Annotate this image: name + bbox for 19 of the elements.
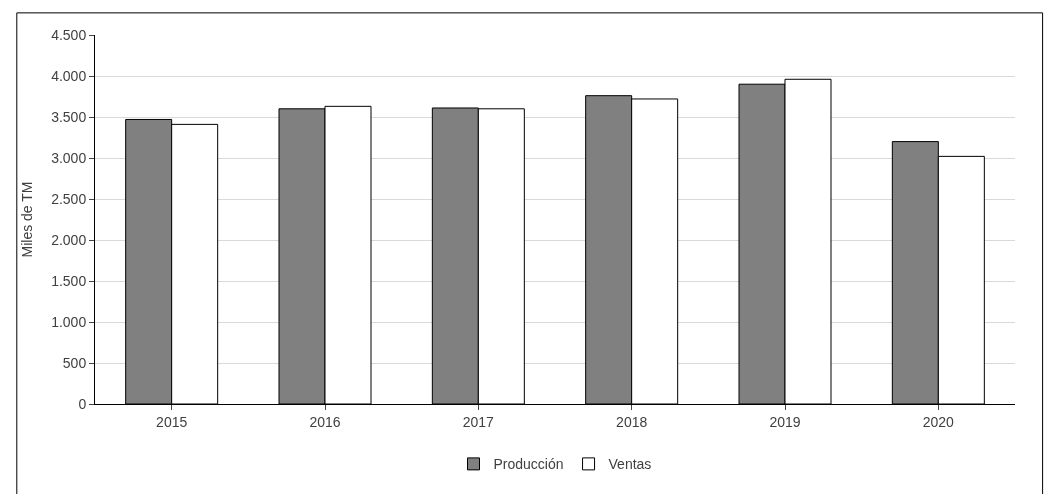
legend-label: Producción	[493, 456, 564, 473]
y-tick-label: 500	[62, 354, 87, 371]
y-axis-title: Miles de TM	[18, 181, 35, 258]
y-tick-label: 1.500	[51, 272, 87, 289]
y-tick-label: 1.000	[51, 313, 87, 330]
y-tick-label: 3.000	[51, 149, 87, 166]
x-tick-label: 2018	[616, 413, 648, 430]
x-tick-label: 2016	[309, 413, 341, 430]
y-tick-label: 2.500	[51, 190, 87, 207]
x-tick-label: 2015	[156, 413, 188, 430]
y-tick-label: 3.500	[51, 108, 87, 125]
y-tick-label: 4.000	[51, 67, 87, 84]
y-tick-label: 4.500	[51, 26, 87, 43]
x-tick-label: 2017	[462, 413, 495, 430]
x-tick-label: 2019	[769, 413, 801, 430]
y-tick-label: 0	[78, 395, 87, 412]
legend-label: Ventas	[608, 456, 652, 473]
y-tick-label: 2.000	[51, 231, 87, 248]
x-tick-label: 2020	[922, 413, 955, 430]
